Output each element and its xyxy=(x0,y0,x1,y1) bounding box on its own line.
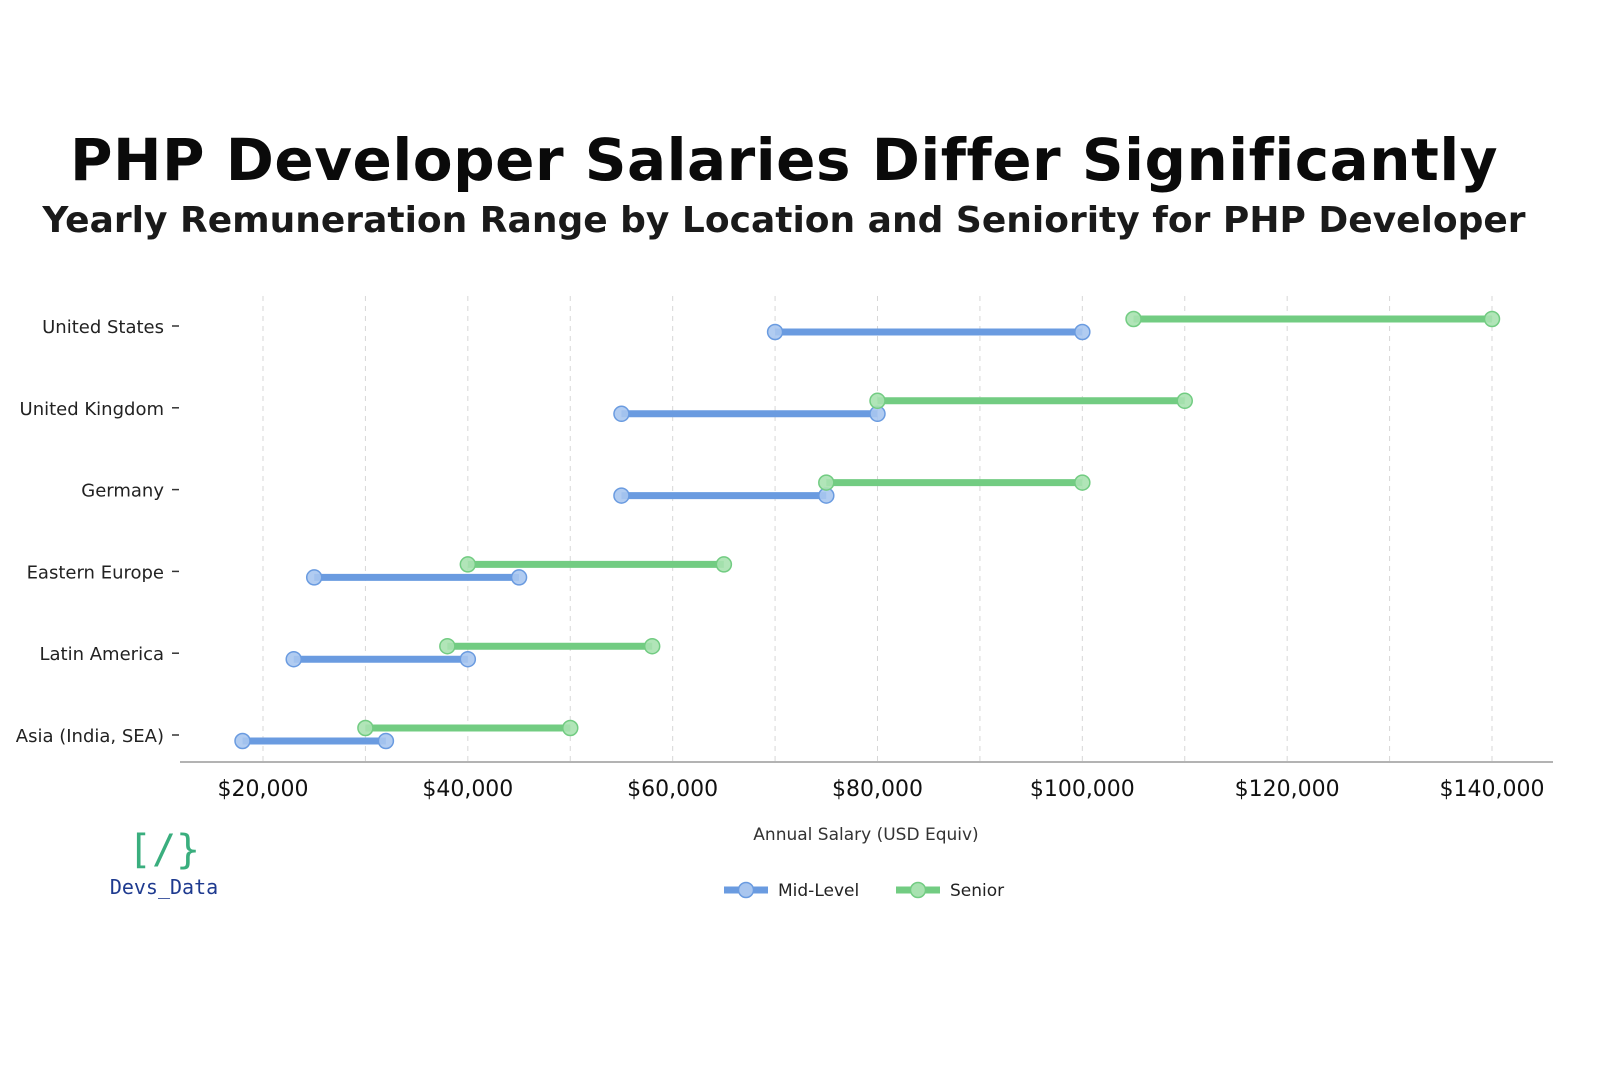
x-tick-label: $40,000 xyxy=(422,777,513,802)
y-tick-label: Eastern Europe xyxy=(27,562,164,583)
range-endpoint xyxy=(305,569,323,586)
grid-lines xyxy=(262,296,1493,762)
chart-subtitle: Yearly Remuneration Range by Location an… xyxy=(42,200,1526,241)
range-endpoint xyxy=(613,405,630,423)
devs-data-logo: [/} Devs_Data xyxy=(102,826,226,900)
range-endpoint xyxy=(613,487,630,504)
y-tick-label: Latin America xyxy=(40,644,165,665)
range-endpoint xyxy=(562,719,579,737)
data-ranges xyxy=(234,310,1501,750)
range-endpoint xyxy=(766,323,784,341)
x-tick-label: $80,000 xyxy=(832,777,923,802)
range-endpoint xyxy=(377,732,395,750)
range-endpoint xyxy=(1125,310,1142,328)
axes: $20,000 $40,000 $60,000 $80,000 $100,000 $120… xyxy=(16,317,1553,845)
legend-label: Mid-Level xyxy=(778,881,859,901)
range-endpoint xyxy=(1074,474,1091,491)
legend-swatch-marker xyxy=(909,881,927,899)
range-endpoint xyxy=(818,474,835,491)
y-tick-label: Asia (India, SEA) xyxy=(16,726,164,747)
x-tick-label: $120,000 xyxy=(1235,777,1340,802)
legend-swatch-marker xyxy=(737,881,755,899)
range-endpoint xyxy=(643,637,661,655)
y-tick-label: United States xyxy=(42,317,164,338)
x-axis-label: Annual Salary (USD Equiv) xyxy=(753,825,978,845)
range-endpoint xyxy=(715,556,733,573)
range-endpoint xyxy=(459,556,477,573)
y-tick-label: Germany xyxy=(81,481,164,502)
x-tick-label: $100,000 xyxy=(1030,777,1135,802)
legend: Mid-Level Senior xyxy=(724,881,1004,901)
legend-label: Senior xyxy=(950,881,1004,901)
range-endpoint xyxy=(439,637,456,655)
range-endpoint xyxy=(357,719,374,737)
chart-title: PHP Developer Salaries Differ Significan… xyxy=(69,126,1499,194)
x-tick-label: $60,000 xyxy=(627,777,718,802)
range-endpoint xyxy=(459,650,477,668)
range-endpoint xyxy=(1483,310,1501,328)
range-endpoint xyxy=(1176,392,1193,410)
x-tick-label: $20,000 xyxy=(218,777,309,802)
range-endpoint xyxy=(869,392,886,410)
range-endpoint xyxy=(234,732,251,750)
logo-wordmark: Devs_Data xyxy=(109,875,219,899)
x-tick-label: $140,000 xyxy=(1440,777,1545,802)
range-endpoint xyxy=(285,650,302,668)
y-tick-label: United Kingdom xyxy=(20,399,164,420)
range-endpoint xyxy=(510,569,528,586)
logo-bracket-icon: [/} xyxy=(127,827,201,873)
range-endpoint xyxy=(1074,323,1091,341)
